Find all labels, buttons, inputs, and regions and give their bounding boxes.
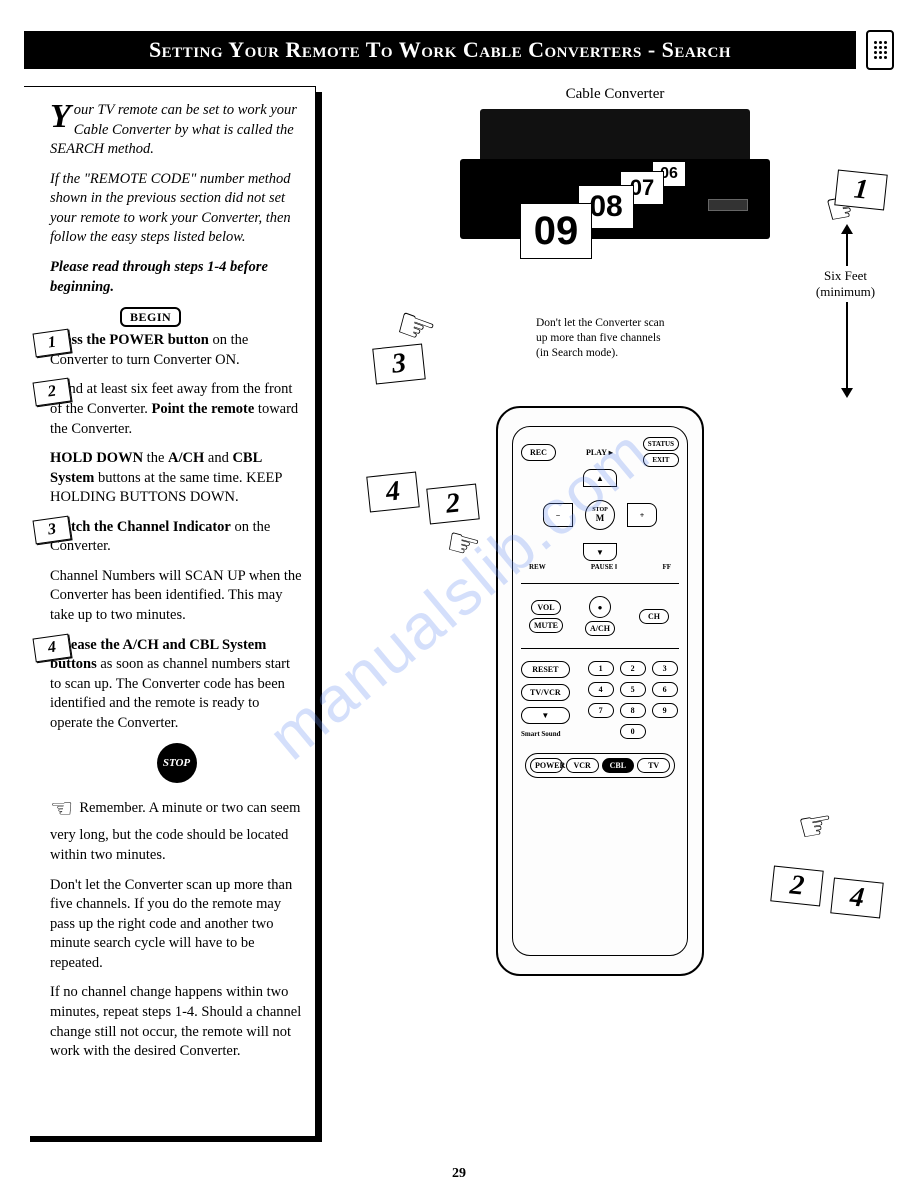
remote-dpad-right: + (627, 503, 657, 527)
remote-num-3: 3 (652, 661, 678, 676)
scan-note-l3: (in Search mode). (536, 346, 706, 361)
remote-system-row: POWER VCR CBL TV (525, 753, 675, 778)
remote-num-8: 8 (620, 703, 646, 718)
intro-p1: Your TV remote can be set to work your C… (50, 101, 303, 160)
page-number: 29 (452, 1166, 466, 1182)
scan-note-l1: Don't let the Converter scan (536, 316, 706, 331)
instructions-column: Your TV remote can be set to work your C… (24, 86, 316, 1136)
channel-scan-cards: 09 08 07 06 (520, 203, 686, 259)
remote-smartsound-button: ▼ (521, 707, 570, 724)
dropcap: Y (50, 101, 74, 131)
remote-cbl-sys-button: CBL (602, 758, 635, 773)
remote-reset-button: RESET (521, 661, 570, 678)
converter-label: Cable Converter (336, 86, 894, 103)
remote-ff-label: FF (662, 563, 671, 571)
remote-num-4: 4 (588, 682, 614, 697)
diagram-marker-2-top: 2 (426, 483, 479, 524)
intro-p3: Please read through steps 1-4 before beg… (50, 258, 303, 297)
remote-dpad-down: ▼ (583, 543, 617, 561)
remote-tv-sys-button: TV (637, 758, 670, 773)
step-1-bold: Press the POWER button (50, 332, 209, 348)
diagram-marker-4-top: 4 (366, 471, 419, 512)
step-2-bold2: HOLD DOWN (50, 450, 143, 466)
intro-p1-text: our TV remote can be set to work your Ca… (50, 102, 297, 157)
remote-vcr-sys-button: VCR (566, 758, 599, 773)
remote-pause-label: PAUSE ‖ (591, 563, 617, 571)
step-3-marker: 3 (33, 515, 72, 544)
remote-rew-label: REW (529, 563, 546, 571)
remote-status-button: STATUS (643, 437, 679, 451)
remote-dpad: ▲ ▼ − + STOPM (545, 475, 655, 555)
remote-ach-button: A/CH (585, 621, 615, 636)
step-2-p2a: the (143, 450, 168, 466)
remote-smartsound-label: Smart Sound (521, 730, 570, 738)
cable-converter-illustration: 09 08 07 06 (460, 109, 770, 239)
remote-stop-m-button: STOPM (585, 500, 615, 530)
step-2-bold1: Point the remote (151, 401, 254, 417)
diagram-marker-4-bottom: 4 (830, 877, 883, 918)
diagram-marker-2-bottom: 2 (770, 865, 823, 906)
stop-badge: STOP (157, 743, 197, 783)
step-4: 4 Release the A/CH and CBL System button… (50, 636, 303, 734)
remote-num-2: 2 (620, 661, 646, 676)
step-2-bold3: A/CH (168, 450, 204, 466)
step-3: 3 Watch the Channel Indicator on the Con… (50, 518, 303, 626)
pointing-hand-2b-icon: ☜ (795, 803, 837, 849)
note-2: Don't let the Converter scan up more tha… (50, 876, 303, 974)
remote-mute-button: MUTE (529, 618, 563, 633)
remote-num-9: 9 (652, 703, 678, 718)
six-feet-indicator: Six Feet (minimum) (803, 266, 888, 302)
scan-note-l2: up more than five channels (536, 331, 706, 346)
note-1-text: Remember. A minute or two can seem very … (50, 800, 300, 863)
step-1: 1 Press the POWER button on the Converte… (50, 331, 303, 370)
remote-illustration: REC PLAY ▸ STATUS EXIT ▲ ▼ − + STOPM (496, 406, 704, 976)
step-2-p2b: and (204, 450, 232, 466)
step-3-bold: Watch the Channel Indicator (50, 519, 231, 535)
remote-num-5: 5 (620, 682, 646, 697)
remote-power-button: POWER (530, 758, 563, 773)
six-feet-sublabel: (minimum) (803, 284, 888, 300)
step-2: 2 Stand at least six feet away from the … (50, 380, 303, 507)
remote-dpad-left: − (543, 503, 573, 527)
diagram-column: Cable Converter 09 08 07 06 ☜ 1 ☞ 3 Don'… (336, 86, 894, 1136)
remote-num-1: 1 (588, 661, 614, 676)
six-feet-label: Six Feet (803, 268, 888, 284)
remote-exit-button: EXIT (643, 453, 679, 467)
page-title: Setting Your Remote To Work Cable Conver… (24, 31, 856, 69)
remote-num-6: 6 (652, 682, 678, 697)
remote-vol-button: VOL (531, 600, 561, 615)
remote-num-0: 0 (620, 724, 646, 739)
note-3: If no channel change happens within two … (50, 983, 303, 1061)
remote-play-label: PLAY ▸ (562, 448, 637, 457)
diagram-marker-3: 3 (372, 343, 425, 384)
pointing-hand-2a-icon: ☞ (442, 522, 485, 568)
distance-arrow-icon (846, 226, 848, 396)
remote-dot-button: ● (589, 596, 611, 618)
step-4-marker: 4 (33, 633, 72, 662)
note-1: ☞Remember. A minute or two can seem very… (50, 791, 303, 865)
remote-tvvcr-button: TV/VCR (521, 684, 570, 701)
scan-note: Don't let the Converter scan up more tha… (536, 316, 706, 361)
begin-badge: BEGIN (120, 307, 181, 327)
remote-rec-button: REC (521, 444, 556, 461)
pointing-hand-icon: ☞ (50, 791, 73, 826)
converter-power-button (708, 199, 748, 211)
channel-card-09: 09 (520, 203, 592, 259)
remote-dpad-up: ▲ (583, 469, 617, 487)
remote-ch-button: CH (639, 609, 669, 624)
diagram-marker-1: 1 (834, 169, 887, 210)
remote-glyph-icon (866, 30, 894, 70)
intro-p2: If the "REMOTE CODE" number method shown… (50, 170, 303, 248)
step-3-p2: Channel Numbers will SCAN UP when the Co… (50, 567, 303, 626)
remote-num-7: 7 (588, 703, 614, 718)
